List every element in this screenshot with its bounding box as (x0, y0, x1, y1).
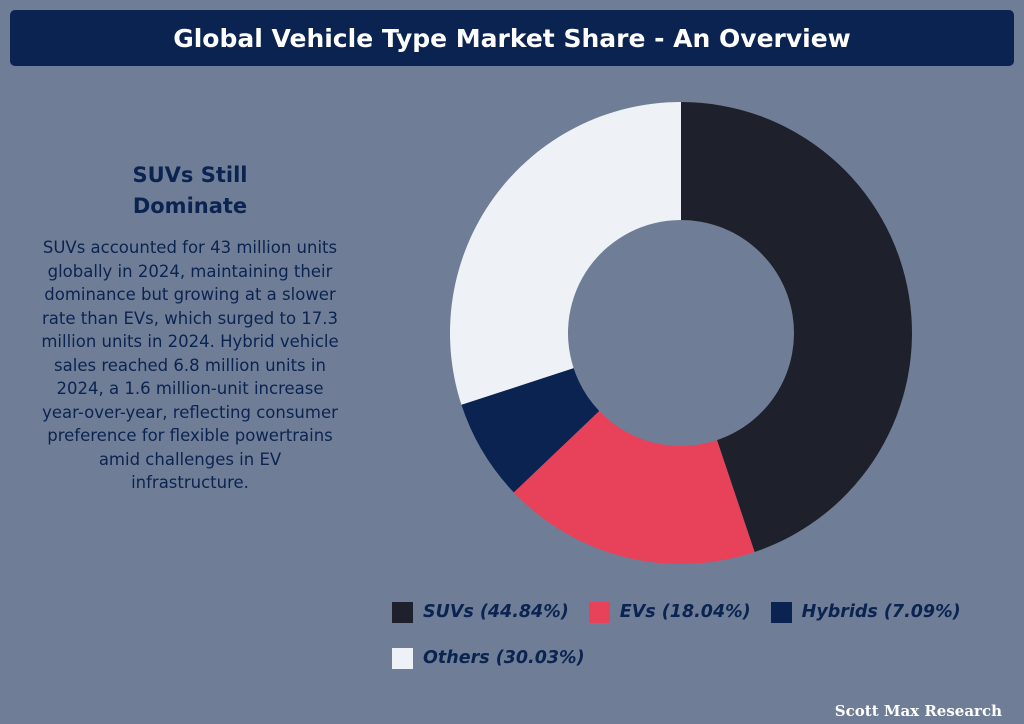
legend-label: Others (30.03%) (423, 648, 585, 668)
donut-slice-suvs (681, 102, 912, 552)
brand-watermark: Scott Max Research (834, 702, 1002, 720)
legend-swatch (392, 601, 413, 623)
chart-legend: SUVs (44.84%) EVs (18.04%) Hybrids (7.09%)… (392, 600, 992, 670)
legend-item-hybrids: Hybrids (7.09%) (770, 600, 961, 624)
donut-slice-hybrids (461, 368, 600, 493)
legend-label: Hybrids (7.09%) (801, 602, 961, 622)
page-title: Global Vehicle Type Market Share - An Ov… (173, 23, 851, 53)
legend-item-others: Others (30.03%) (392, 646, 585, 670)
donut-slice-evs (513, 410, 755, 564)
legend-item-evs: EVs (18.04%) (588, 600, 751, 624)
legend-swatch (392, 647, 413, 669)
legend-label: SUVs (44.84%) (423, 602, 569, 622)
donut-slice-others (450, 102, 681, 405)
title-bar: Global Vehicle Type Market Share - An Ov… (10, 10, 1014, 66)
legend-swatch (770, 601, 792, 623)
donut-chart (450, 102, 912, 564)
sidebar-heading-line1: SUVs Still (132, 163, 248, 187)
sidebar-heading: SUVs Still Dominate (70, 160, 310, 222)
sidebar-heading-line2: Dominate (132, 194, 248, 218)
legend-swatch (588, 601, 610, 623)
legend-item-suvs: SUVs (44.84%) (392, 600, 569, 624)
legend-label: EVs (18.04%) (619, 602, 751, 622)
sidebar-body-text: SUVs accounted for 43 million units glob… (41, 238, 339, 492)
